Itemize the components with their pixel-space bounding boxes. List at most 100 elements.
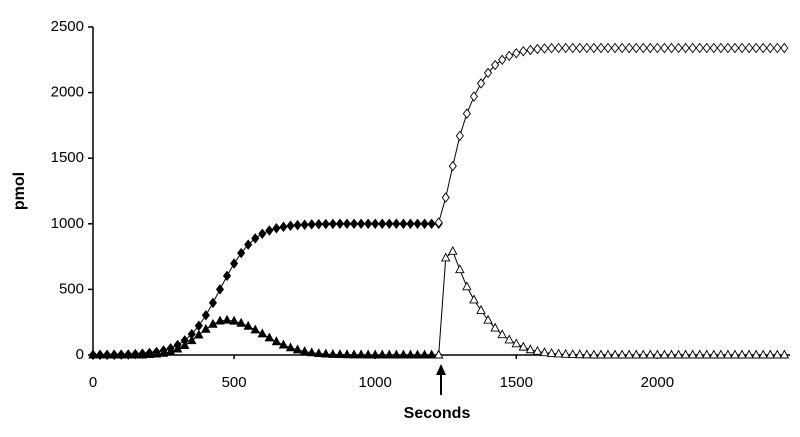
diamond-marker — [371, 218, 380, 230]
diamond-marker — [251, 233, 260, 244]
triangle-marker — [172, 343, 183, 353]
diamond-marker — [406, 218, 415, 230]
diamond-marker — [702, 42, 711, 54]
triangle-marker — [553, 348, 564, 358]
triangle-marker — [321, 348, 331, 358]
triangle-marker — [229, 315, 239, 325]
triangle-marker — [391, 349, 402, 359]
triangle-marker — [624, 349, 634, 359]
triangle-marker — [356, 349, 366, 359]
triangle-marker — [123, 349, 134, 359]
diamond-marker — [688, 42, 697, 54]
triangle-marker — [455, 264, 465, 274]
diamond-marker — [695, 42, 704, 54]
diamond-marker — [759, 42, 768, 54]
triangle-marker — [384, 349, 395, 359]
diamond-marker — [237, 247, 246, 259]
triangle-marker — [335, 349, 345, 359]
triangle-marker — [659, 349, 670, 359]
triangle-marker — [151, 348, 162, 358]
triangle-marker — [497, 329, 507, 339]
diamond-marker — [519, 46, 528, 57]
triangle-marker — [250, 324, 261, 334]
triangle-marker — [264, 332, 275, 342]
diamond-marker — [279, 221, 288, 233]
triangle-marker — [194, 329, 204, 339]
triangle-marker — [179, 340, 190, 350]
triangle-marker — [215, 315, 225, 325]
diamond-marker — [349, 218, 359, 230]
diamond-marker — [399, 218, 408, 230]
triangle-marker — [638, 349, 649, 359]
triangle-marker — [88, 349, 98, 359]
triangle-marker — [751, 349, 761, 359]
triangle-marker — [680, 349, 691, 359]
diamond-marker — [716, 42, 725, 54]
triangle-marker — [187, 335, 197, 345]
diamond-marker — [208, 297, 217, 309]
triangle-marker — [278, 339, 289, 349]
triangle-marker — [518, 341, 529, 351]
diamond-marker — [286, 220, 295, 232]
triangle-marker — [271, 336, 282, 346]
diamond-marker — [455, 130, 464, 142]
diamond-marker — [307, 219, 316, 230]
diamond-marker — [639, 42, 648, 54]
triangle-marker — [765, 349, 775, 359]
triangle-marker — [292, 344, 303, 354]
diamond-marker — [632, 42, 641, 54]
diamond-marker — [300, 219, 309, 230]
triangle-marker — [582, 349, 592, 359]
diamond-marker — [462, 108, 471, 119]
triangle-marker — [222, 314, 232, 324]
diamond-marker — [709, 42, 718, 54]
x-axis-label: Seconds — [404, 405, 471, 422]
diamond-marker — [328, 218, 337, 230]
triangle-marker — [603, 349, 613, 359]
triangle-marker — [560, 348, 571, 358]
triangle-marker — [645, 349, 656, 359]
triangle-marker — [426, 349, 437, 359]
triangle-marker — [95, 349, 105, 359]
triangle-marker — [631, 349, 641, 359]
diamond-marker — [441, 192, 450, 203]
diamond-marker — [244, 239, 253, 250]
triangle-marker — [116, 349, 126, 359]
triangle-marker — [306, 347, 317, 357]
triangle-marker — [377, 349, 387, 359]
triangle-marker — [511, 338, 522, 348]
diamond-marker — [752, 42, 761, 54]
triangle-marker — [257, 328, 268, 338]
triangle-marker — [165, 346, 176, 356]
triangle-marker — [419, 349, 430, 359]
triangle-marker — [440, 252, 451, 262]
x-tick-label: 0 — [89, 374, 97, 391]
triangle-marker — [462, 281, 472, 291]
x-tick-label: 2000 — [641, 374, 674, 391]
diamond-marker — [780, 42, 789, 54]
diamond-marker — [582, 42, 591, 54]
diamond-marker — [342, 218, 352, 230]
diamond-marker — [625, 42, 634, 54]
triangle-marker — [137, 349, 148, 359]
diamond-marker — [568, 42, 577, 54]
arrow — [436, 364, 446, 395]
triangle-marker — [610, 349, 620, 359]
triangle-marker — [779, 349, 790, 359]
triangle-marker — [433, 349, 444, 359]
diamond-marker — [230, 258, 239, 269]
diamond-marker — [434, 217, 443, 228]
triangle-marker — [546, 347, 557, 357]
triangle-marker — [567, 349, 578, 359]
diamond-marker — [385, 218, 394, 230]
diamond-marker — [413, 218, 422, 230]
triangle-marker — [758, 349, 768, 359]
triangle-marker — [709, 349, 719, 359]
triangle-marker — [201, 323, 211, 333]
triangle-marker — [144, 349, 155, 359]
diamond-marker — [215, 284, 225, 295]
diamond-marker — [505, 50, 514, 62]
triangle-marker — [349, 349, 359, 359]
y-tick-label: 2000 — [51, 84, 84, 101]
diamond-marker — [272, 223, 281, 234]
